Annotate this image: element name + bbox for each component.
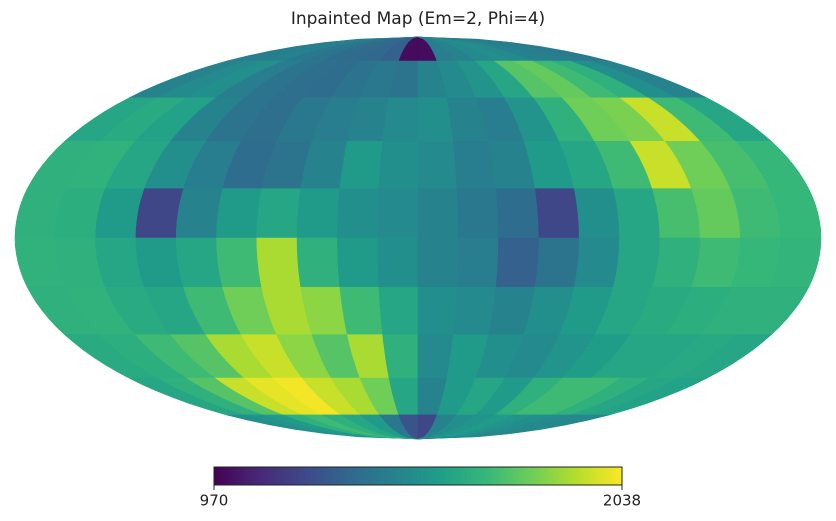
map-cell: [417, 286, 458, 336]
map-cell: [417, 414, 610, 440]
map-cell: [612, 237, 661, 288]
map-cell: [456, 237, 499, 288]
map-cell: [175, 188, 224, 239]
chart-title: Inpainted Map (Em=2, Phi=4): [291, 9, 545, 29]
map-cell: [652, 188, 701, 239]
map-cell: [417, 188, 459, 239]
map-cell: [652, 237, 701, 288]
map-cell: [377, 188, 419, 239]
map-cell: [296, 237, 341, 288]
map-cell: [382, 334, 419, 379]
map-cell: [339, 141, 384, 189]
map-cell: [573, 188, 620, 239]
map-cell: [175, 237, 224, 288]
map-cell: [216, 237, 263, 288]
map-cell: [337, 188, 380, 239]
map-cell: [256, 188, 302, 239]
colorbar-tick-label: 2038: [603, 492, 641, 510]
map-cell: [495, 188, 540, 239]
map-cell: [452, 141, 497, 189]
map-cell: [382, 97, 419, 142]
map-cell: [534, 188, 580, 239]
colorbar: [213, 466, 623, 486]
map-cell: [534, 237, 580, 288]
map-cell: [456, 188, 499, 239]
map-cell: [417, 141, 458, 189]
map-cell: [296, 188, 341, 239]
map-cell: [417, 237, 459, 288]
map-cell: [337, 237, 380, 288]
colorbar-tick-label: 970: [200, 492, 229, 510]
map-cell: [452, 286, 497, 336]
map-cell: [216, 188, 263, 239]
map: [14, 36, 822, 440]
map-cell: [612, 188, 661, 239]
map-cell: [495, 237, 540, 288]
map-cell: [378, 286, 419, 336]
map-cell: [339, 286, 384, 336]
map-cell: [573, 237, 620, 288]
map-cell: [378, 141, 419, 189]
map-cell: [377, 237, 419, 288]
map-cell: [256, 237, 302, 288]
